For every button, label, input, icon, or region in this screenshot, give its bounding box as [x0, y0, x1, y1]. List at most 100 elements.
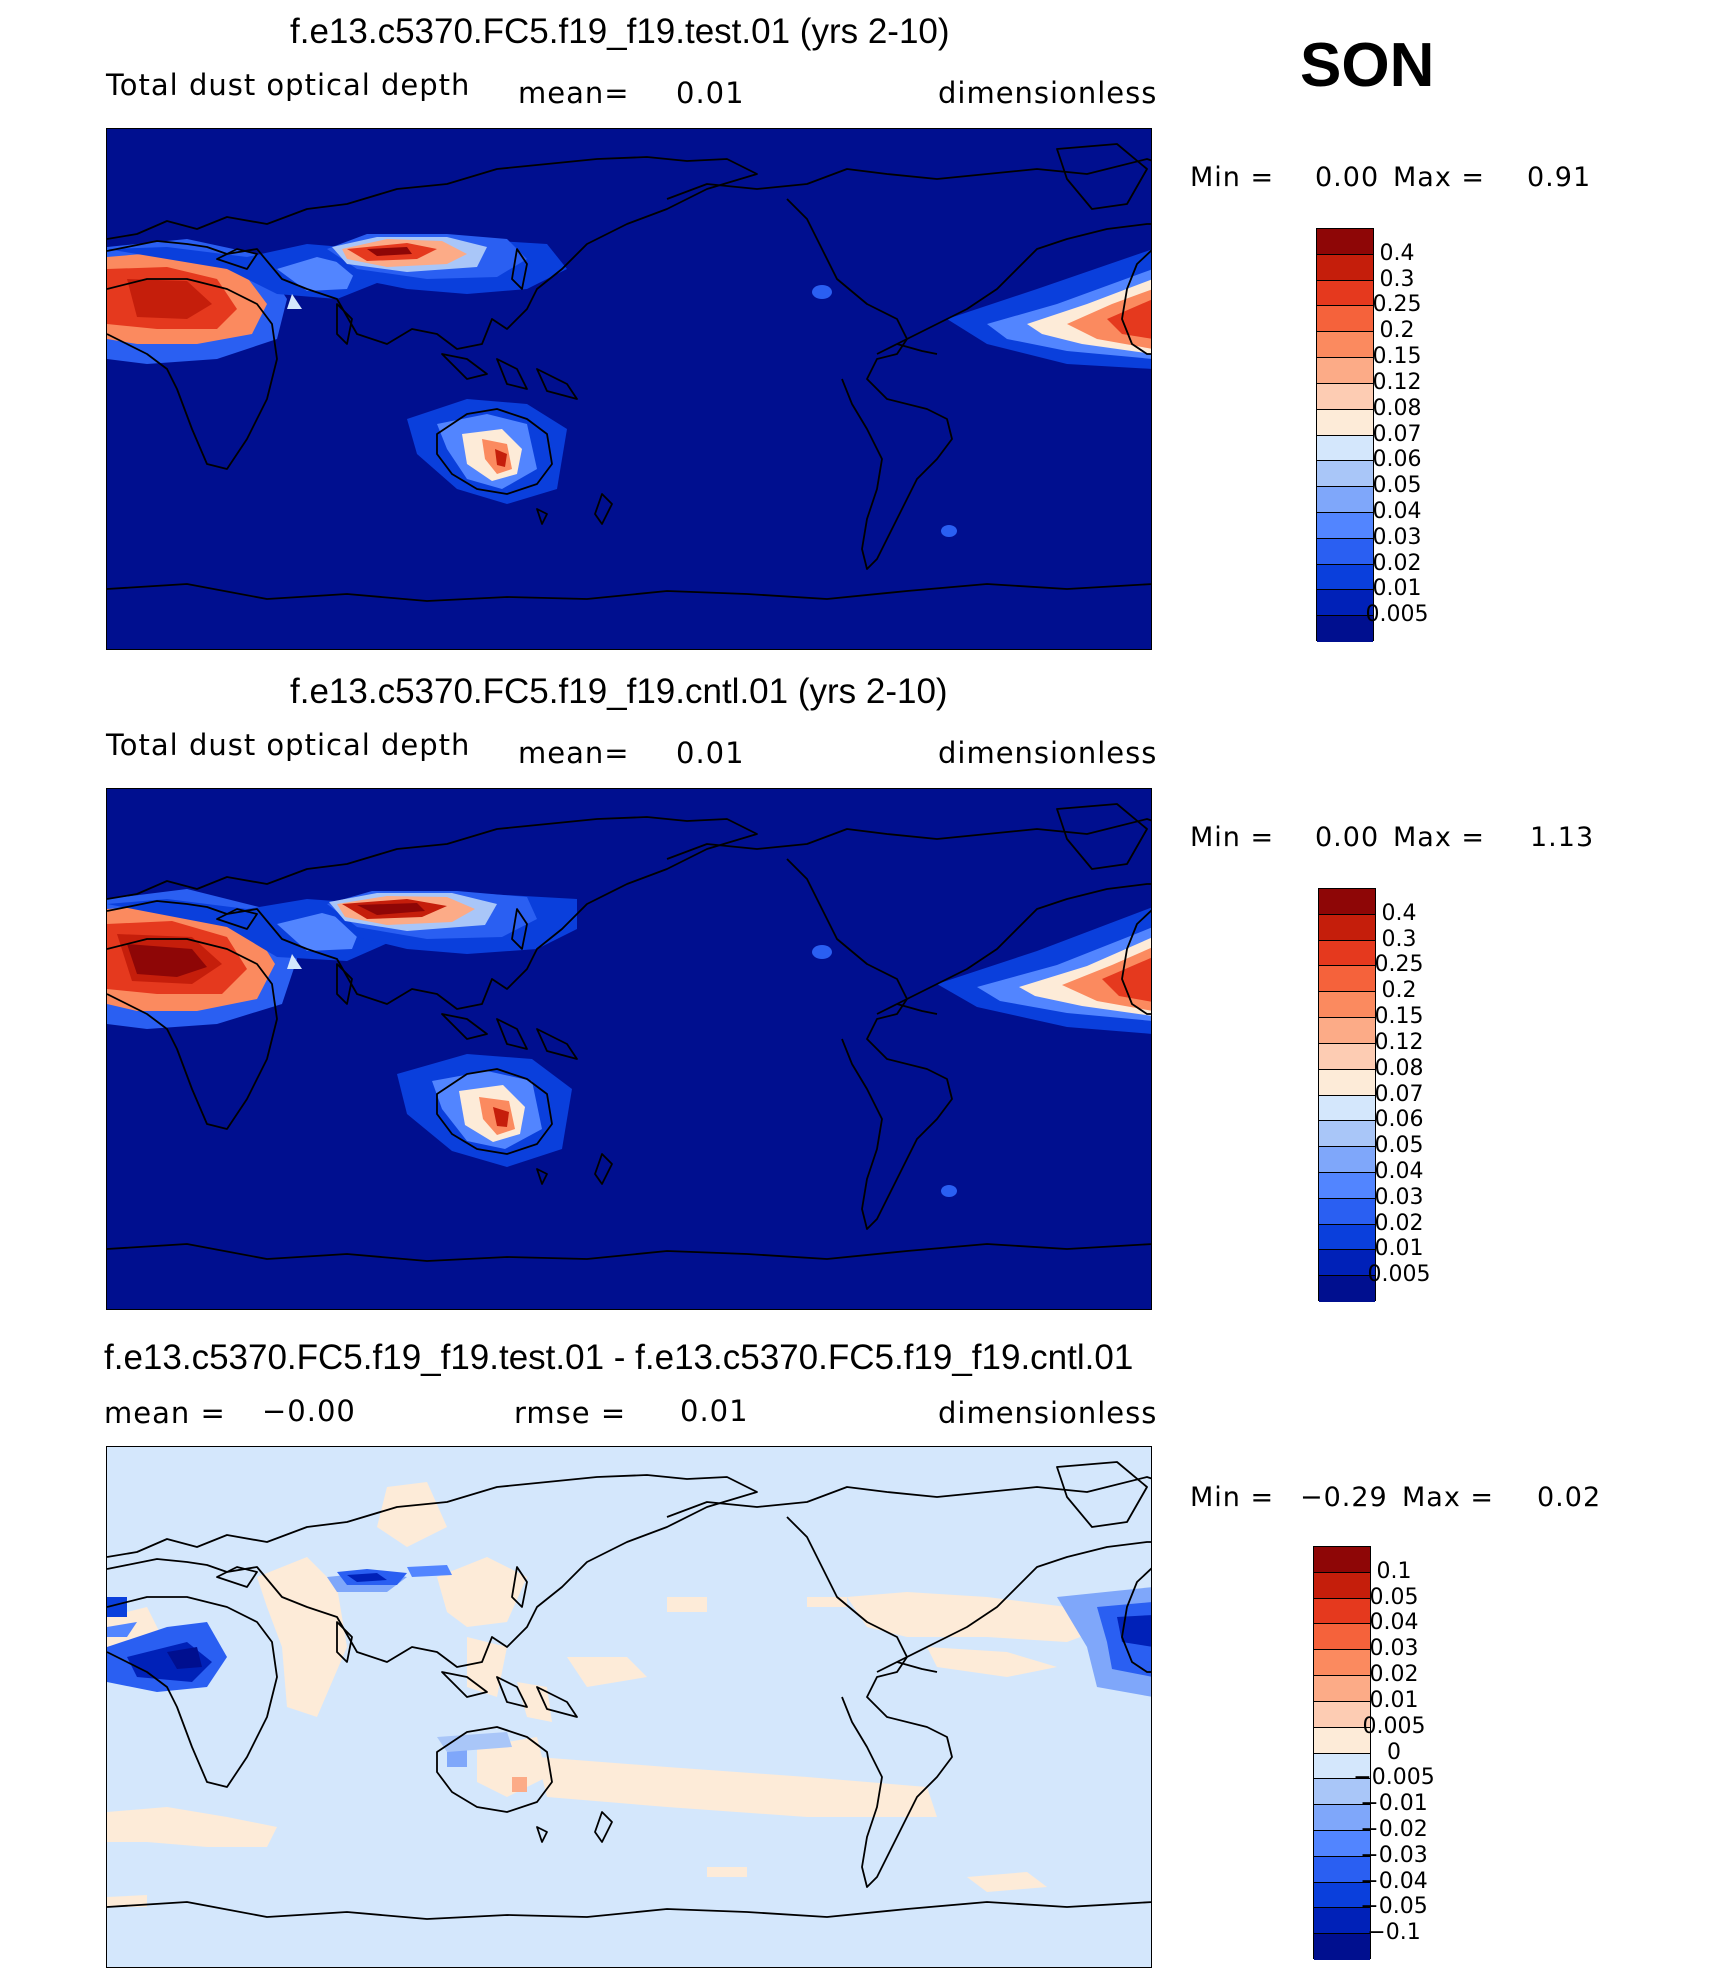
panel3-mean-label: mean =	[104, 1396, 226, 1430]
season-label: SON	[1300, 31, 1435, 100]
colorbar-level-label: 0.2	[1379, 318, 1415, 344]
colorbar-level-label: −0.03	[1360, 1842, 1428, 1868]
panel2-mean-label: mean=	[518, 736, 630, 770]
colorbar-level-label: 0.25	[1372, 292, 1422, 318]
colorbar-swatch	[1319, 1147, 1375, 1173]
panel3-min-value: −0.29	[1300, 1482, 1388, 1513]
colorbar-swatch	[1314, 1753, 1370, 1780]
colorbar-swatch	[1319, 914, 1375, 941]
panel1-max-label: Max =	[1393, 162, 1486, 193]
colorbar-level-label: 0.06	[1372, 447, 1422, 473]
colorbar-level-label: 0.005	[1367, 1262, 1431, 1288]
panel2-min-value: 0.00	[1315, 822, 1380, 853]
colorbar-level-label: 0.03	[1374, 1184, 1424, 1210]
colorbar-level-label: 0	[1387, 1739, 1401, 1765]
colorbar-level-label: 0.3	[1381, 926, 1417, 952]
colorbar-swatch	[1319, 940, 1375, 967]
colorbar-level-label: −0.01	[1360, 1791, 1428, 1817]
colorbar-swatch	[1317, 332, 1373, 359]
colorbar-swatch	[1314, 1547, 1370, 1573]
colorbar-level-label: 0.04	[1369, 1610, 1419, 1636]
colorbar-level-label: −0.005	[1353, 1765, 1435, 1791]
colorbar-level-label: 0.2	[1381, 978, 1417, 1004]
panel2-min-label: Min =	[1190, 822, 1275, 853]
colorbar-level-label: 0.01	[1369, 1687, 1419, 1713]
colorbar-swatch	[1314, 1624, 1370, 1651]
colorbar-level-label: 0.03	[1369, 1636, 1419, 1662]
panel3-min-label: Min =	[1190, 1482, 1275, 1513]
colorbar-level-label: 0.08	[1374, 1055, 1424, 1081]
colorbar-level-label: 0.4	[1379, 240, 1415, 266]
colorbar-swatch	[1317, 306, 1373, 333]
colorbar-swatch	[1319, 1250, 1375, 1277]
colorbar-swatch	[1317, 409, 1373, 436]
colorbar-level-label: −0.05	[1360, 1894, 1428, 1920]
panel2-colorbar	[1318, 888, 1376, 1302]
panel1-title: f.e13.c5370.FC5.f19_f19.test.01 (yrs 2-1…	[290, 12, 950, 51]
panel2-variable: Total dust optical depth	[106, 728, 471, 762]
colorbar-level-label: 0.3	[1379, 266, 1415, 292]
panel1-min-value: 0.00	[1315, 162, 1380, 193]
colorbar-swatch	[1314, 1830, 1370, 1857]
colorbar-level-label: 0.04	[1374, 1158, 1424, 1184]
colorbar-swatch	[1319, 966, 1375, 993]
colorbar-swatch	[1319, 1276, 1375, 1302]
colorbar-swatch	[1314, 1572, 1370, 1599]
panel3-mean-value: −0.00	[262, 1394, 356, 1428]
colorbar-swatch	[1317, 538, 1373, 565]
colorbar-swatch	[1314, 1882, 1370, 1909]
colorbar-swatch	[1314, 1805, 1370, 1831]
panel1-variable: Total dust optical depth	[106, 68, 471, 102]
colorbar-level-label: 0.02	[1369, 1662, 1419, 1688]
colorbar-level-label: 0.05	[1372, 473, 1422, 499]
colorbar-level-label: −0.04	[1360, 1868, 1428, 1894]
panel3-max-label: Max =	[1402, 1482, 1495, 1513]
colorbar-level-label: 0.07	[1372, 421, 1422, 447]
panel2-max-value: 1.13	[1530, 822, 1595, 853]
panel1-max-value: 0.91	[1527, 162, 1592, 193]
panel3-rmse-label: rmse =	[514, 1396, 627, 1430]
colorbar-level-label: 0.01	[1372, 576, 1422, 602]
colorbar-swatch	[1314, 1856, 1370, 1883]
colorbar-level-label: 0.01	[1374, 1236, 1424, 1262]
colorbar-level-label: 0.12	[1374, 1029, 1424, 1055]
colorbar-swatch	[1319, 1043, 1375, 1070]
colorbar-swatch	[1314, 1727, 1370, 1754]
colorbar-level-label: 0.05	[1369, 1584, 1419, 1610]
panel1-map	[106, 128, 1152, 650]
colorbar-swatch	[1319, 889, 1375, 915]
colorbar-level-label: 0.06	[1374, 1107, 1424, 1133]
panel2-map-svg	[107, 789, 1151, 1309]
colorbar-swatch	[1317, 280, 1373, 307]
colorbar-swatch	[1314, 1701, 1370, 1728]
colorbar-level-label: 0.15	[1372, 344, 1422, 370]
panel2-max-label: Max =	[1393, 822, 1486, 853]
colorbar-level-label: −0.02	[1360, 1816, 1428, 1842]
colorbar-swatch	[1317, 383, 1373, 410]
colorbar-swatch	[1317, 358, 1373, 384]
colorbar-swatch	[1314, 1934, 1370, 1960]
panel2-units: dimensionless	[938, 736, 1158, 770]
colorbar-level-label: 0.02	[1372, 550, 1422, 576]
colorbar-swatch	[1319, 1198, 1375, 1225]
colorbar-swatch	[1319, 1018, 1375, 1044]
colorbar-level-label: 0.07	[1374, 1081, 1424, 1107]
colorbar-swatch	[1317, 229, 1373, 255]
panel1-mean-value: 0.01	[676, 76, 745, 110]
colorbar-level-label: −0.1	[1367, 1920, 1421, 1946]
colorbar-swatch	[1319, 1069, 1375, 1096]
colorbar-level-label: 0.005	[1362, 1713, 1426, 1739]
panel3-units: dimensionless	[938, 1396, 1158, 1430]
panel2-mean-value: 0.01	[676, 736, 745, 770]
colorbar-level-label: 0.08	[1372, 395, 1422, 421]
colorbar-swatch	[1314, 1598, 1370, 1625]
colorbar-swatch	[1319, 1224, 1375, 1251]
panel2-title: f.e13.c5370.FC5.f19_f19.cntl.01 (yrs 2-1…	[290, 672, 948, 711]
colorbar-swatch	[1314, 1779, 1370, 1806]
colorbar-level-label: 0.005	[1365, 602, 1429, 628]
colorbar-level-label: 0.12	[1372, 369, 1422, 395]
colorbar-swatch	[1319, 1095, 1375, 1122]
panel1-min-label: Min =	[1190, 162, 1275, 193]
colorbar-level-label: 0.1	[1376, 1558, 1412, 1584]
colorbar-level-label: 0.15	[1374, 1004, 1424, 1030]
